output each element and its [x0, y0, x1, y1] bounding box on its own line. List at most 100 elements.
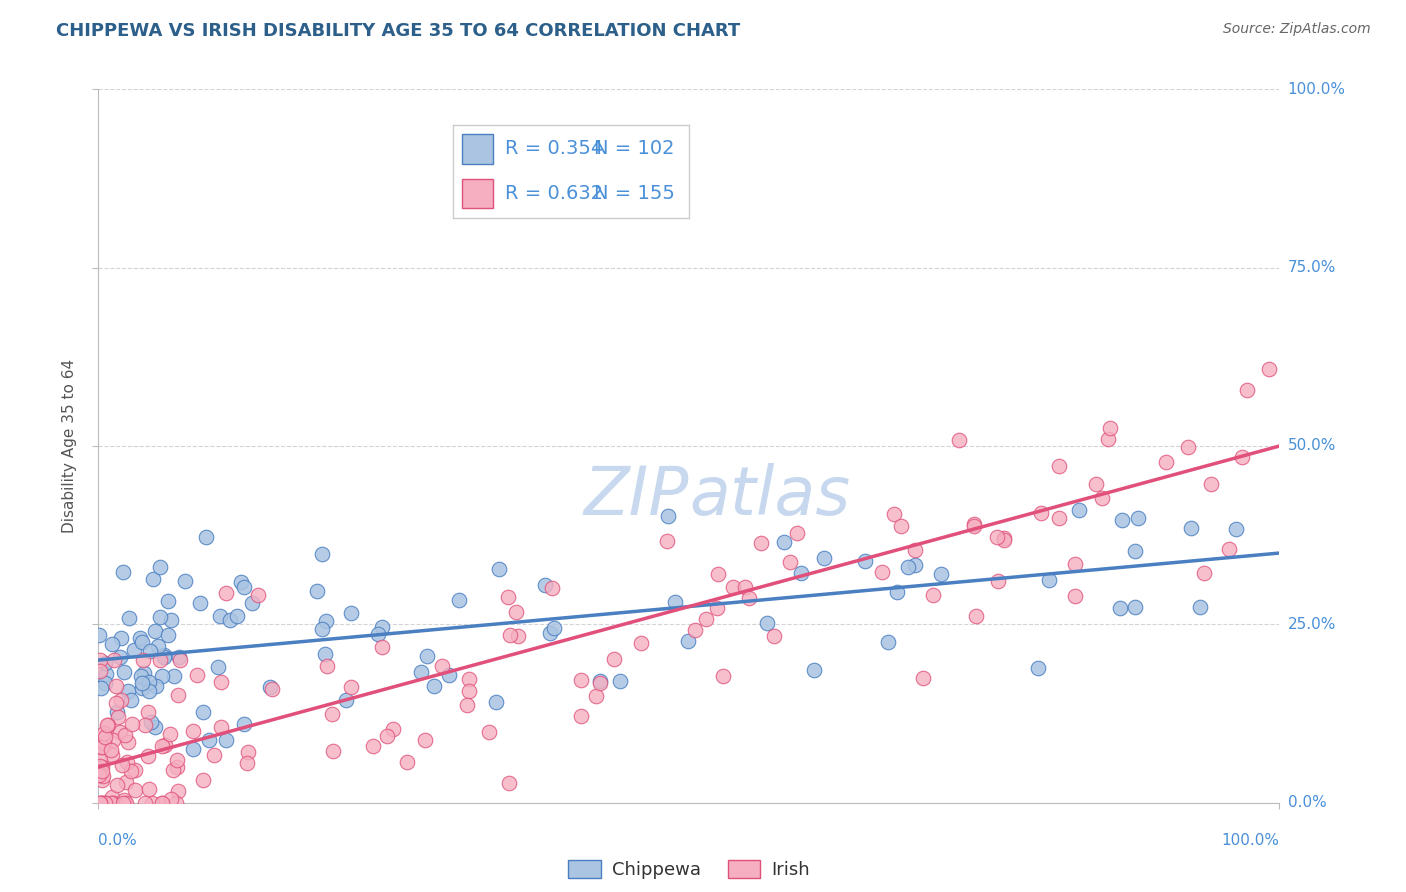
Point	[499, 628, 522, 642]
Point	[235, 756, 257, 770]
Point	[149, 560, 172, 574]
Point	[186, 668, 208, 682]
Point	[131, 675, 153, 690]
Text: N = 102: N = 102	[595, 139, 675, 159]
Point	[91, 759, 114, 773]
Bar	[463, 178, 494, 209]
Point	[108, 725, 131, 739]
Point	[335, 692, 357, 706]
Point	[89, 796, 111, 810]
Point	[609, 674, 631, 689]
Point	[259, 680, 281, 694]
Point	[589, 676, 612, 690]
Point	[413, 733, 436, 747]
Point	[498, 775, 520, 789]
Point	[188, 596, 211, 610]
Point	[311, 623, 333, 637]
Point	[150, 796, 173, 810]
Point	[134, 718, 156, 732]
Point	[315, 658, 337, 673]
Point	[803, 663, 825, 677]
Point	[1180, 521, 1202, 535]
Point	[162, 669, 184, 683]
Point	[122, 643, 145, 657]
Point	[94, 676, 117, 690]
Point	[734, 580, 756, 594]
Bar	[463, 134, 494, 164]
Point	[1123, 599, 1146, 614]
Point	[749, 535, 772, 549]
Point	[90, 740, 112, 755]
Point	[91, 769, 114, 783]
Point	[97, 718, 120, 732]
Point	[922, 588, 945, 602]
Point	[1225, 522, 1247, 536]
Point	[993, 533, 1015, 547]
Point	[100, 743, 122, 757]
Point	[904, 542, 927, 557]
Point	[193, 773, 215, 788]
Point	[103, 653, 125, 667]
Point	[218, 613, 240, 627]
Point	[110, 632, 132, 646]
Point	[225, 608, 247, 623]
Point	[157, 594, 180, 608]
Point	[105, 778, 128, 792]
Point	[1038, 574, 1060, 588]
Point	[706, 601, 728, 615]
Point	[738, 591, 761, 605]
Point	[145, 624, 167, 638]
Point	[813, 550, 835, 565]
Point	[89, 759, 111, 773]
Point	[322, 744, 344, 758]
Point	[395, 755, 418, 769]
Point	[683, 623, 706, 637]
Point	[111, 758, 134, 772]
Point	[458, 683, 481, 698]
Point	[153, 649, 176, 664]
Point	[103, 796, 125, 810]
Point	[1097, 432, 1119, 446]
Point	[505, 605, 527, 619]
Point	[890, 519, 912, 533]
Point	[120, 764, 142, 778]
Point	[91, 764, 114, 779]
Point	[117, 735, 139, 749]
Point	[94, 667, 117, 681]
Point	[181, 723, 204, 738]
Point	[118, 611, 141, 625]
Point	[90, 739, 112, 754]
Point	[146, 639, 169, 653]
Text: Source: ZipAtlas.com: Source: ZipAtlas.com	[1223, 22, 1371, 37]
Point	[236, 745, 259, 759]
Point	[1125, 544, 1147, 558]
Point	[498, 590, 520, 604]
Point	[121, 717, 143, 731]
Point	[101, 637, 124, 651]
Text: 100.0%: 100.0%	[1222, 833, 1279, 848]
Point	[101, 796, 124, 810]
Point	[1091, 491, 1114, 505]
Point	[91, 796, 114, 810]
Point	[1084, 476, 1107, 491]
Point	[160, 792, 183, 806]
Text: 75.0%: 75.0%	[1288, 260, 1336, 275]
Point	[215, 733, 238, 747]
Point	[150, 739, 173, 753]
Point	[115, 796, 138, 810]
Point	[1257, 362, 1279, 376]
Point	[340, 606, 363, 620]
Point	[89, 753, 111, 767]
Point	[790, 566, 813, 580]
Point	[664, 595, 686, 609]
Point	[1067, 503, 1090, 517]
Point	[1047, 511, 1070, 525]
Point	[136, 748, 159, 763]
Point	[138, 782, 160, 797]
Text: 0.0%: 0.0%	[98, 833, 138, 848]
Point	[202, 747, 225, 762]
Point	[422, 679, 444, 693]
Point	[108, 650, 131, 665]
Point	[1026, 660, 1049, 674]
Point	[585, 689, 607, 703]
